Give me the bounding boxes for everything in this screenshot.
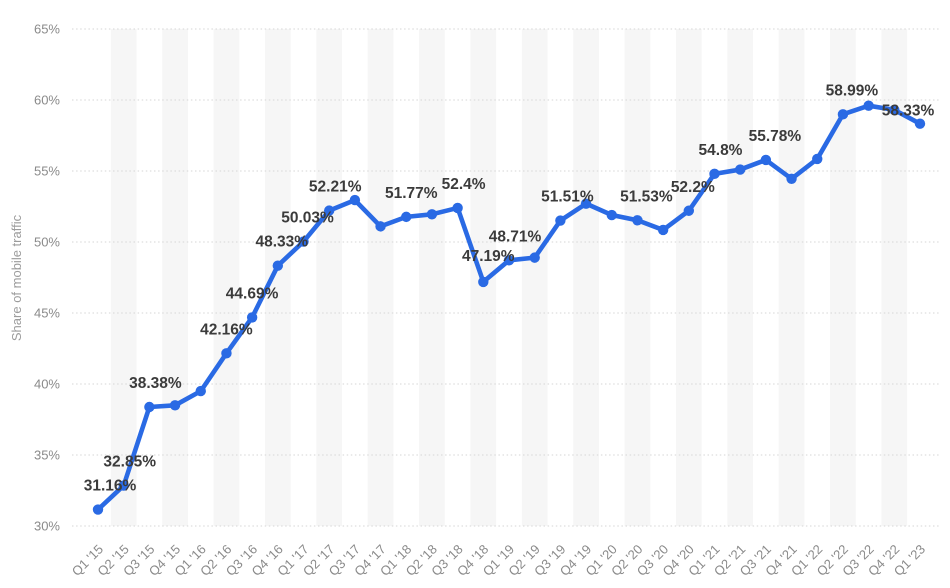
data-point-marker[interactable] [837, 109, 849, 120]
gridlines [72, 28, 940, 527]
data-point-label: 52.21% [309, 179, 362, 196]
data-point-marker[interactable] [221, 348, 232, 359]
data-point-marker[interactable] [786, 173, 797, 185]
data-point-marker[interactable] [272, 260, 284, 271]
y-tick-label: 55% [34, 164, 60, 179]
data-point-marker[interactable] [144, 401, 155, 413]
plot-band [521, 29, 548, 526]
plot-band [675, 29, 702, 526]
y-axis-title: Share of mobile traffic [9, 214, 24, 341]
data-point-label: 51.53% [620, 188, 673, 205]
data-point-marker[interactable] [555, 215, 566, 226]
plot-band [367, 29, 394, 526]
plot-band [264, 29, 291, 526]
data-point-marker[interactable] [657, 224, 669, 236]
plot-band [213, 29, 240, 526]
plot-band [419, 29, 445, 526]
data-point-marker[interactable] [709, 168, 720, 180]
plot-band [624, 29, 651, 526]
data-point-marker[interactable] [349, 194, 361, 206]
y-tick-label: 45% [34, 306, 60, 321]
data-point-marker[interactable] [863, 100, 874, 111]
plot-band [316, 29, 343, 526]
data-point-marker[interactable] [914, 118, 926, 129]
data-point-label: 50.03% [281, 210, 334, 227]
data-point-label: 54.8% [699, 142, 743, 159]
data-point-label: 51.51% [541, 189, 594, 206]
data-point-label: 55.78% [749, 128, 802, 145]
data-point-label: 51.77% [385, 185, 438, 202]
plot-band [162, 29, 188, 526]
data-point-label: 58.99% [826, 82, 879, 99]
data-point-marker[interactable] [812, 153, 823, 165]
y-axis-tick-labels: 30% 35% 40% 45% 50% 55% 60% 65% [34, 22, 60, 534]
data-point-marker[interactable] [529, 252, 540, 263]
y-tick-label: 40% [34, 377, 60, 392]
data-point-marker[interactable] [92, 504, 104, 515]
plot-band [573, 29, 599, 526]
plot-band [778, 29, 805, 526]
data-point-marker[interactable] [195, 385, 206, 397]
data-point-label: 44.69% [226, 285, 279, 302]
data-point-label: 32.85% [103, 454, 156, 471]
y-tick-label: 30% [34, 519, 60, 534]
data-point-marker[interactable] [580, 198, 592, 209]
data-point-marker[interactable] [118, 480, 129, 491]
data-point-label: 48.71% [489, 228, 542, 245]
data-point-label: 31.16% [84, 478, 137, 495]
data-point-marker[interactable] [246, 312, 258, 323]
data-point-marker[interactable] [760, 154, 772, 166]
data-point-label: 48.33% [256, 234, 309, 251]
plot-band [727, 29, 754, 526]
y-tick-label: 60% [34, 93, 60, 108]
data-point-label: 47.19% [462, 248, 515, 265]
data-point-marker[interactable] [503, 255, 515, 266]
data-point-label: 52.4% [442, 176, 486, 193]
data-point-marker[interactable] [298, 236, 309, 247]
data-point-marker[interactable] [632, 215, 643, 226]
data-point-marker[interactable] [426, 209, 438, 220]
data-point-marker[interactable] [734, 164, 746, 175]
data-point-marker[interactable] [889, 104, 900, 116]
data-point-marker[interactable] [169, 400, 181, 411]
plot-bands [110, 29, 908, 526]
data-point-label: 38.38% [129, 375, 182, 392]
data-point-marker[interactable] [375, 221, 386, 232]
plot-band [830, 29, 856, 526]
y-tick-label: 65% [34, 22, 60, 37]
data-point-label: 52.2% [671, 179, 715, 196]
data-point-marker[interactable] [452, 202, 463, 214]
data-point-marker[interactable] [606, 209, 617, 221]
plot-band [110, 29, 137, 526]
data-point-marker[interactable] [401, 211, 412, 223]
data-point-marker[interactable] [478, 276, 489, 288]
data-point-marker[interactable] [323, 205, 335, 216]
y-tick-label: 35% [34, 448, 60, 463]
y-tick-label: 50% [34, 235, 60, 250]
data-point-label: 42.16% [200, 321, 253, 338]
data-point-label: 58.33% [882, 103, 935, 120]
data-point-markers [92, 100, 926, 515]
data-point-labels: 31.16% 32.85% 38.38% 42.16% 44.69% 48.33% 50.0… [84, 82, 935, 494]
data-point-marker[interactable] [683, 205, 695, 216]
